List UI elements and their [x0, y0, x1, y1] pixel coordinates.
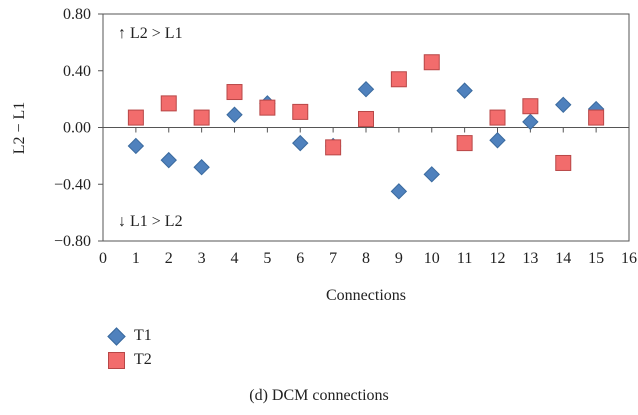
data-point-t2 — [160, 95, 177, 112]
x-tick-label: 9 — [395, 250, 403, 267]
x-tick-label: 6 — [296, 250, 304, 267]
x-axis-label: Connections — [326, 287, 406, 304]
data-point-t2 — [489, 109, 506, 126]
annotation-top: ↑ L2 > L1 — [118, 25, 183, 42]
legend-item-t1: T1 — [104, 325, 152, 347]
legend: T1 T2 — [104, 325, 152, 373]
data-point-t1 — [127, 137, 145, 155]
data-point-t2 — [325, 139, 342, 156]
data-point-t1 — [423, 166, 440, 183]
x-tick-label: 12 — [490, 250, 506, 267]
x-tick-label: 4 — [231, 250, 239, 267]
y-tick-label: 0.00 — [63, 120, 91, 137]
x-tick-label: 1 — [132, 250, 140, 267]
data-point-t2 — [423, 54, 440, 71]
legend-label-t2: T2 — [134, 351, 152, 368]
figure-caption: (d) DCM connections — [249, 387, 389, 404]
data-point-t1 — [226, 106, 243, 123]
data-point-t2 — [226, 84, 243, 101]
y-axis-ticks: 0.80 0.40 0.00 −0.40 −0.80 — [54, 6, 103, 250]
data-point-t2 — [127, 109, 144, 126]
data-point-t2 — [588, 109, 605, 126]
data-point-t2 — [390, 71, 407, 88]
data-point-t2 — [358, 110, 374, 127]
diamond-marker-icon — [106, 326, 126, 346]
x-tick-label: 2 — [165, 250, 173, 267]
data-point-t1 — [292, 134, 309, 152]
x-axis-ticks: 0 1 2 3 4 5 6 7 8 9 10 11 12 13 14 15 16 — [99, 127, 637, 267]
x-tick-label: 0 — [99, 250, 107, 267]
y-tick-label: 0.40 — [63, 63, 91, 80]
data-point-t1 — [160, 151, 177, 169]
y-tick-label: 0.80 — [63, 6, 91, 23]
data-markers — [127, 54, 605, 200]
square-marker-icon — [107, 351, 125, 369]
x-tick-label: 5 — [263, 250, 271, 267]
x-tick-label: 3 — [198, 250, 206, 267]
x-tick-label: 15 — [588, 250, 604, 267]
x-tick-label: 8 — [362, 250, 370, 267]
x-tick-label: 14 — [555, 250, 571, 267]
data-point-t1 — [390, 183, 408, 200]
data-point-t1 — [456, 82, 473, 99]
data-point-t2 — [522, 98, 539, 115]
data-point-t2 — [292, 103, 309, 120]
legend-label-t1: T1 — [134, 327, 152, 344]
x-tick-label: 13 — [522, 250, 538, 267]
data-point-t2 — [555, 154, 572, 171]
data-point-t2 — [456, 135, 473, 152]
x-tick-label: 10 — [424, 250, 440, 267]
annotation-bottom: ↓ L1 > L2 — [118, 213, 183, 230]
data-point-t1 — [193, 159, 210, 176]
data-point-t1 — [489, 132, 506, 149]
data-point-t2 — [259, 99, 276, 116]
data-point-t2 — [193, 109, 210, 126]
y-tick-label: −0.80 — [54, 233, 91, 250]
legend-item-t2: T2 — [104, 349, 152, 371]
x-tick-label: 11 — [457, 250, 472, 267]
data-point-t1 — [555, 96, 572, 114]
data-point-t1 — [357, 80, 375, 98]
y-axis-label: L2 − L1 — [11, 102, 28, 155]
x-tick-label: 7 — [329, 250, 337, 267]
data-point-t1 — [522, 113, 539, 131]
y-tick-label: −0.40 — [54, 176, 91, 193]
x-tick-label: 16 — [621, 250, 637, 267]
